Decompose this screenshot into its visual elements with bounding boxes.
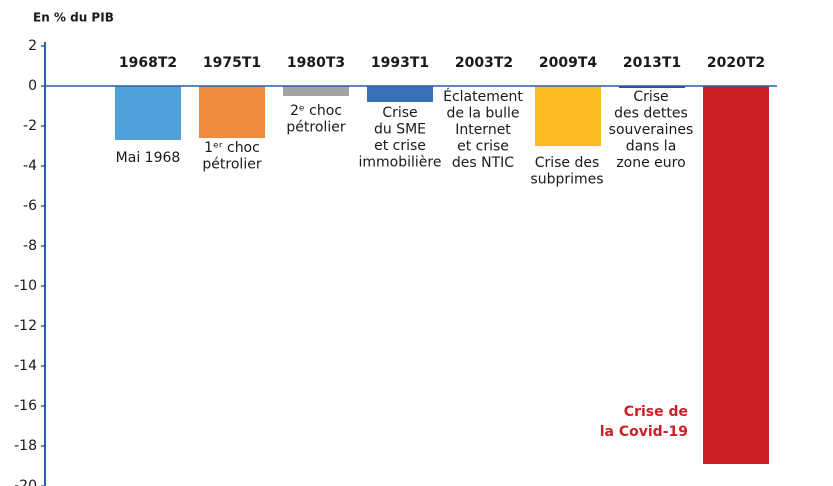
y-tick-label: -6 <box>23 198 37 214</box>
annotation: des NTIC <box>452 155 514 171</box>
annotation: Crise de <box>624 404 688 420</box>
bar <box>199 86 265 138</box>
annotation: Crise des <box>535 155 600 171</box>
annotation: Internet <box>455 122 511 138</box>
annotation: Crise <box>382 105 417 121</box>
annotation: et crise <box>374 138 426 154</box>
bar <box>367 86 433 102</box>
annotation: zone euro <box>616 155 685 171</box>
annotation: et crise <box>457 139 509 155</box>
annotation: immobilière <box>359 155 442 171</box>
bar <box>703 86 769 464</box>
annotation: 2ᵉ choc <box>290 103 342 119</box>
x-tick-label: 2013T1 <box>623 55 681 71</box>
annotation: du SME <box>374 122 426 138</box>
bar <box>619 86 685 88</box>
y-tick-label: -8 <box>23 238 37 254</box>
annotation: Mai 1968 <box>116 150 181 166</box>
annotation: la Covid-19 <box>600 424 688 440</box>
annotation: dans la <box>626 139 677 155</box>
x-tick-label: 2009T4 <box>539 55 598 71</box>
y-axis-label: En % du PIB <box>33 11 114 25</box>
annotation: 1ᵉʳ choc <box>204 140 260 156</box>
y-tick-label: -2 <box>23 118 37 134</box>
annotation: de la bulle <box>446 106 519 122</box>
bar <box>115 86 181 140</box>
annotation: des dettes <box>614 106 688 122</box>
y-tick-label: -18 <box>14 438 37 454</box>
y-tick-label: -4 <box>23 158 37 174</box>
y-tick-label: -16 <box>14 398 37 414</box>
annotation: pétrolier <box>286 120 345 136</box>
y-tick-label: -14 <box>14 358 37 374</box>
x-tick-label: 2020T2 <box>707 55 765 71</box>
annotation: souveraines <box>609 122 694 138</box>
x-tick-label: 1968T2 <box>119 55 177 71</box>
annotation: pétrolier <box>202 157 261 173</box>
y-tick-label: -20 <box>14 478 37 486</box>
bar <box>535 86 601 146</box>
y-tick-label: 0 <box>28 78 37 94</box>
y-tick-label: 2 <box>28 38 37 54</box>
x-tick-label: 1975T1 <box>203 55 261 71</box>
annotation: Éclatement <box>443 88 523 105</box>
annotation: Crise <box>633 89 668 105</box>
y-tick-label: -10 <box>14 278 37 294</box>
y-tick-label: -12 <box>14 318 37 334</box>
x-tick-label: 1993T1 <box>371 55 429 71</box>
x-tick-label: 2003T2 <box>455 55 513 71</box>
x-tick-label: 1980T3 <box>287 55 345 71</box>
annotation: subprimes <box>530 172 603 188</box>
bar <box>283 86 349 96</box>
